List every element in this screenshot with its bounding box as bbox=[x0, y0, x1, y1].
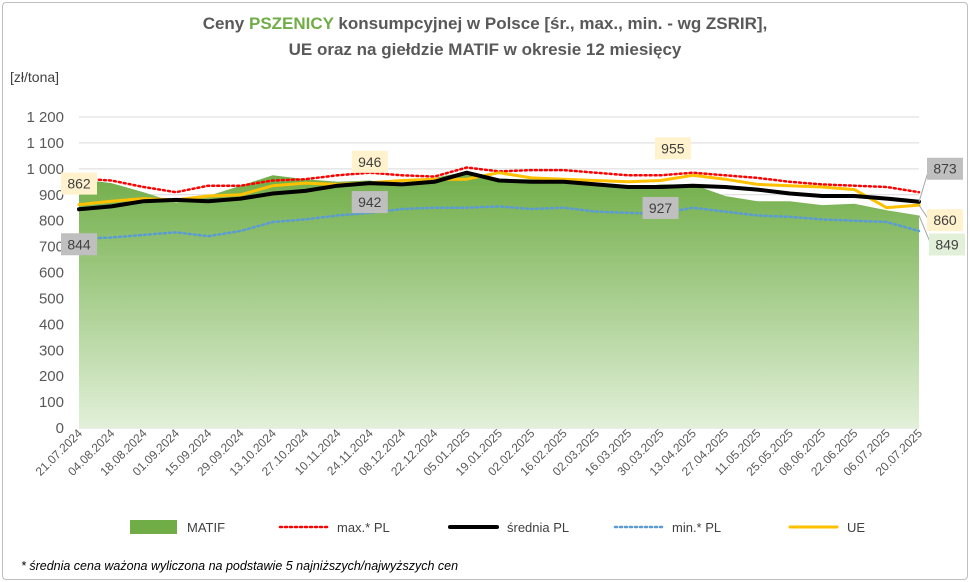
annotation-label: 946 bbox=[358, 154, 382, 170]
y-tick-label: 300 bbox=[39, 342, 64, 359]
annotation-label: 844 bbox=[67, 236, 91, 252]
y-tick-label: 600 bbox=[39, 265, 64, 282]
annotation-box bbox=[61, 233, 97, 256]
y-tick-label: 0 bbox=[56, 420, 64, 437]
annotation-box bbox=[351, 150, 388, 173]
annotations: 862 844 946 942 955 927 873 860 849 bbox=[61, 137, 965, 256]
annotation-label: 849 bbox=[935, 236, 959, 252]
annotation-label: 927 bbox=[649, 200, 673, 216]
chart-title: Ceny PSZENICY konsumpcyjnej w Polsce [śr… bbox=[3, 11, 967, 63]
annotation-box bbox=[927, 157, 963, 180]
y-tick-label: 1 200 bbox=[26, 109, 64, 126]
annotation-label: 860 bbox=[933, 212, 957, 228]
y-ticks: 0 100 200 300 400 500 600 700 800 900 1 000 1 100 1 … bbox=[26, 109, 64, 437]
series-ue bbox=[77, 171, 921, 210]
series-group bbox=[77, 166, 921, 428]
y-tick-label: 100 bbox=[39, 394, 64, 411]
y-tick-label: 900 bbox=[39, 187, 64, 204]
legend-label-max-pl: max.* PL bbox=[337, 520, 390, 535]
annotation-label: 873 bbox=[933, 161, 957, 177]
title-line-1: Ceny PSZENICY konsumpcyjnej w Polsce [śr… bbox=[3, 11, 967, 37]
series-matif-area bbox=[79, 171, 919, 428]
annotation-box bbox=[654, 137, 691, 160]
title-line-2: UE oraz na giełdzie MATIF w okresie 12 m… bbox=[288, 40, 682, 59]
legend: MATIF max.* PL średnia PL min.* PL UE bbox=[130, 520, 865, 535]
legend-label-ue: UE bbox=[847, 520, 865, 535]
legend-label--rednia-pl: średnia PL bbox=[507, 520, 569, 535]
y-tick-label: 500 bbox=[39, 290, 64, 307]
annotation-box bbox=[61, 172, 97, 195]
y-tick-label: 200 bbox=[39, 368, 64, 385]
title-part-1: Ceny bbox=[202, 14, 249, 33]
y-tick-label: 400 bbox=[39, 316, 64, 333]
title-accent: PSZENICY bbox=[248, 14, 334, 33]
title-part-2: konsumpcyjnej w Polsce [śr., max., min. … bbox=[333, 14, 768, 33]
y-tick-label: 1 000 bbox=[26, 161, 64, 178]
annotation-box bbox=[351, 191, 388, 214]
annotation-label: 942 bbox=[358, 194, 382, 210]
annotation-box bbox=[929, 233, 965, 256]
y-axis-label: [zł/tona] bbox=[10, 69, 59, 85]
series-srednia-pl bbox=[77, 170, 921, 212]
annotation-label: 955 bbox=[661, 140, 685, 156]
legend-swatch-matif bbox=[130, 520, 177, 534]
y-tick-label: 700 bbox=[39, 239, 64, 256]
legend-label-matif: MATIF bbox=[187, 520, 225, 535]
y-tick-label: 1 100 bbox=[26, 135, 64, 152]
annotation-label: 862 bbox=[67, 176, 91, 192]
x-ticks: 21.07.202404.08.202418.08.202401.09.2024… bbox=[33, 426, 926, 479]
y-tick-label: 800 bbox=[39, 213, 64, 230]
annotation-box bbox=[642, 196, 679, 219]
series-min-pl bbox=[77, 205, 921, 241]
legend-label-min-pl: min.* PL bbox=[672, 520, 721, 535]
annotation-box bbox=[927, 209, 963, 232]
footnote: * średnia cena ważona wyliczona na podst… bbox=[21, 559, 459, 573]
